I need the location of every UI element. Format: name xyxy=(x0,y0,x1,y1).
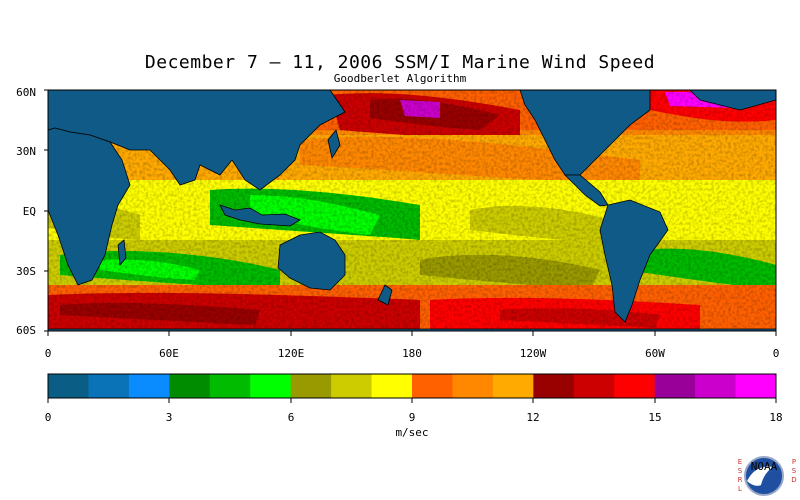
colorbar-swatch xyxy=(371,374,413,398)
wind-field xyxy=(48,90,776,331)
lon-label-120e: 120E xyxy=(278,347,305,360)
lat-label-60s: 60S xyxy=(16,324,36,337)
continents xyxy=(48,90,776,331)
lat-label-60n: 60N xyxy=(16,86,36,99)
colorbar-swatch xyxy=(48,374,89,398)
noaa-logo-icon: NOAA xyxy=(744,456,784,496)
latitude-axis: 60N 30N EQ 30S 60S xyxy=(16,86,48,337)
colorbar-swatch xyxy=(735,374,777,398)
esrl-label: E S R L xyxy=(737,458,743,493)
colorbar-tick-9: 9 xyxy=(409,411,416,424)
land-madagascar xyxy=(117,239,127,266)
colorbar-tick-6: 6 xyxy=(288,411,295,424)
colorbar-tick-15: 15 xyxy=(648,411,661,424)
colorbar xyxy=(47,373,777,403)
lon-label-0: 0 xyxy=(45,347,52,360)
colorbar-swatch xyxy=(614,374,656,398)
land-indonesia xyxy=(219,204,301,227)
noaa-logo-text: NOAA xyxy=(751,460,778,473)
colorbar-swatch xyxy=(573,374,615,398)
longitude-axis: 0 60E 120E 180 120W 60W 0 xyxy=(45,331,780,360)
colorbar-swatch xyxy=(695,374,737,398)
colorbar-swatch xyxy=(533,374,575,398)
colorbar-swatch xyxy=(412,374,453,398)
lon-label-60w: 60W xyxy=(645,347,665,360)
colorbar-unit: m/sec xyxy=(395,426,428,439)
land-australia xyxy=(277,231,346,291)
colorbar-swatch xyxy=(452,374,494,398)
land-greenland xyxy=(689,90,776,111)
psd-label: P S D xyxy=(791,458,797,484)
lat-label-30n: 30N xyxy=(16,145,36,158)
map-subtitle: Goodberlet Algorithm xyxy=(333,72,467,85)
land-japan xyxy=(327,129,341,160)
colorbar-swatch xyxy=(128,374,170,398)
lat-label-eq: EQ xyxy=(23,205,36,218)
colorbar-tick-3: 3 xyxy=(166,411,173,424)
lon-label-180: 180 xyxy=(402,347,422,360)
lon-label-0-right: 0 xyxy=(773,347,780,360)
land-south-america xyxy=(599,199,669,323)
colorbar-swatch xyxy=(290,374,332,398)
colorbar-swatch xyxy=(169,374,211,398)
colorbar-tick-0: 0 xyxy=(45,411,52,424)
land-new-zealand xyxy=(377,284,393,306)
colorbar-swatch xyxy=(250,374,292,398)
land-africa xyxy=(48,127,131,286)
lat-label-30s: 30S xyxy=(16,265,36,278)
colorbar-swatch xyxy=(331,374,373,398)
colorbar-swatch xyxy=(209,374,251,398)
colorbar-swatch xyxy=(88,374,130,398)
colorbar-tick-12: 12 xyxy=(526,411,539,424)
colorbar-ticks: 0 3 6 9 12 15 18 m/sec xyxy=(45,411,783,439)
colorbar-swatch xyxy=(654,374,696,398)
lon-label-60e: 60E xyxy=(159,347,179,360)
colorbar-swatch xyxy=(492,374,534,398)
map-title: December 7 – 11, 2006 SSM/I Marine Wind … xyxy=(144,52,656,73)
lon-label-120w: 120W xyxy=(520,347,547,360)
colorbar-tick-18: 18 xyxy=(769,411,782,424)
